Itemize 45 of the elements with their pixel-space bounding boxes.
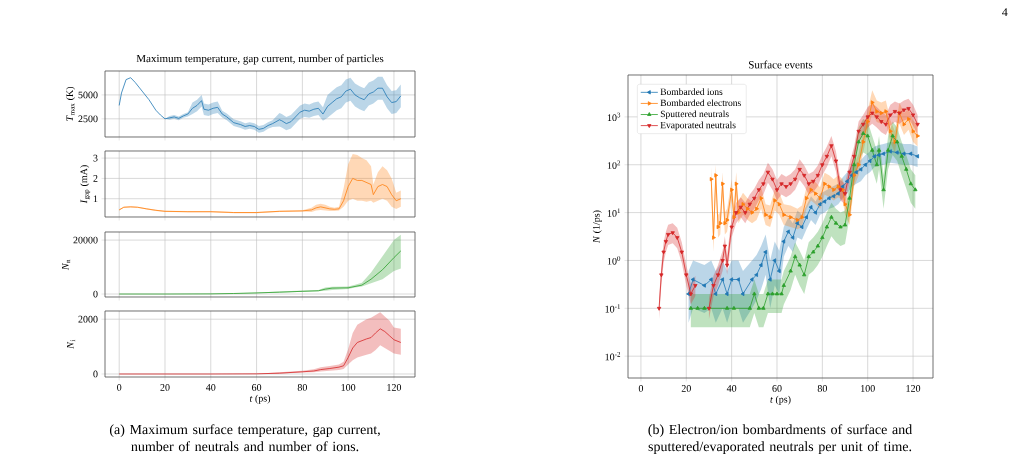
y-tick-label: 10$^{-2}$: [605, 352, 621, 361]
y-tick-label: 5000: [78, 91, 98, 99]
y-tick-label: 0: [93, 290, 98, 298]
legend-label: Evaporated neutrals: [660, 121, 736, 131]
text: 4: [1002, 8, 1008, 17]
y-axis-title: I$_{gap}$ (mA): [80, 165, 91, 204]
legend-label: Bombarded electrons: [660, 99, 741, 107]
y-tick-label: 20000: [73, 236, 98, 244]
x-tick-label: 80: [817, 385, 827, 392]
y-tick-label: 3: [93, 154, 98, 162]
y-tick-label: 1: [93, 195, 98, 203]
legend-label: Bombarded ions: [660, 88, 723, 95]
text: (b) Electron/ion bombardments of surface and sputtered/evaporated neutrals per unit of time.: [648, 424, 913, 455]
y-tick-label: 2000: [78, 315, 98, 323]
chart-title: Surface events: [749, 60, 813, 69]
y-tick-label: 10$^{1}$: [607, 208, 621, 217]
x-tick-label: 60: [251, 384, 262, 391]
y-tick-label: 10$^{2}$: [607, 160, 621, 169]
x-tick-label: 60: [772, 385, 782, 392]
y-tick-label: 2: [93, 175, 98, 182]
y-tick-label: 10$^{3}$: [607, 112, 621, 122]
legend-label: Sputtered neutrals: [660, 110, 729, 120]
x-axis-title: t (ps): [249, 394, 271, 404]
chart-title: Maximum temperature, gap current, number of particles: [136, 54, 384, 65]
x-tick-label: 40: [726, 385, 737, 392]
y-tick-label: 2500: [78, 115, 98, 123]
y-tick-label: 10$^{-1}$: [605, 304, 621, 313]
y-axis-title: N$_{n}$: [62, 259, 71, 271]
x-tick-label: 100: [861, 385, 875, 392]
x-axis-title: t (ps): [770, 395, 791, 405]
y-axis-title: N (1/ps): [592, 210, 602, 244]
x-tick-label: 0: [638, 385, 644, 392]
x-tick-label: 100: [341, 384, 356, 391]
x-tick-label: 120: [906, 385, 921, 392]
y-tick-label: 10$^{0}$: [607, 256, 621, 265]
y-axis-title: N$_{i}$: [67, 339, 76, 349]
x-tick-label: 0: [117, 384, 122, 391]
x-tick-label: 80: [297, 384, 307, 391]
x-tick-label: 20: [681, 385, 691, 392]
x-tick-label: 40: [205, 384, 216, 391]
y-tick-label: 0: [93, 370, 98, 378]
x-tick-label: 20: [160, 384, 170, 391]
text: (a) Maximum surface temperature, gap current, number of neutrals and number of ions.: [109, 424, 380, 452]
x-tick-label: 120: [387, 384, 402, 391]
y-axis-title: T$_{max}$ (K): [66, 86, 76, 121]
